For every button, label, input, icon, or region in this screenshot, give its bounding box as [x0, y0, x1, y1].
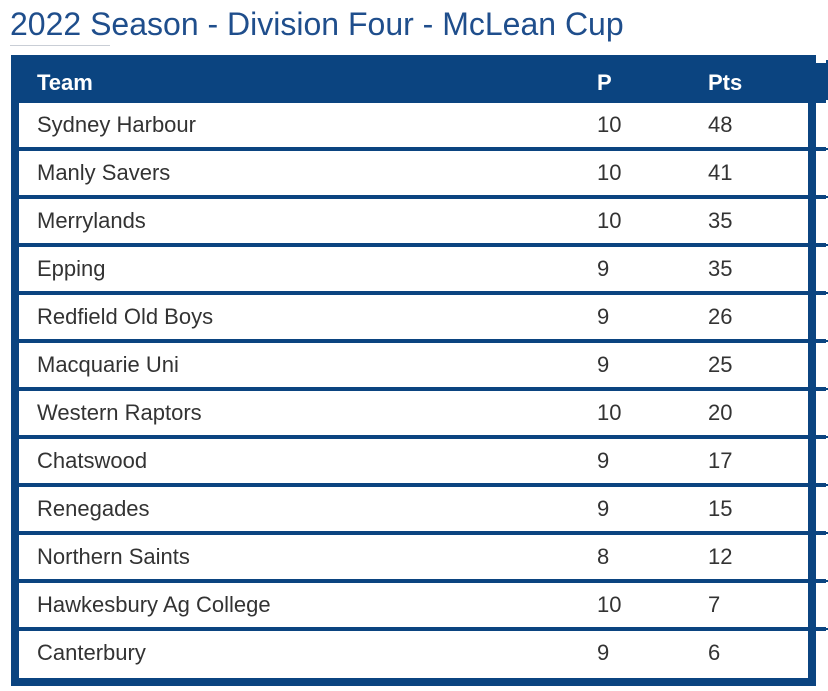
edge-marker [825, 244, 828, 246]
edge-marker [825, 532, 828, 534]
edge-marker [825, 148, 828, 150]
team-name-cell: Western Raptors [19, 387, 597, 437]
table-row: Hawkesbury Ag College 10 7 [19, 579, 826, 629]
team-name-cell: Sydney Harbour [37, 112, 196, 137]
points-cell: 15 [708, 483, 826, 533]
points-cell: 41 [708, 147, 826, 197]
played-cell: 9 [597, 339, 708, 389]
edge-marker [825, 628, 828, 630]
team-name-cell: Renegades [19, 483, 597, 533]
points-cell: 35 [708, 243, 826, 293]
team-name-cell: Redfield Old Boys [19, 291, 597, 341]
team-name-cell: Epping [19, 243, 597, 293]
played-cell: 8 [597, 531, 708, 581]
table-header-row: Team P Pts [19, 63, 826, 103]
table-row: Sydney Harbour 10 48 [19, 103, 826, 149]
played-cell: 9 [597, 243, 708, 293]
table-row: Merrylands 10 35 [19, 195, 826, 245]
standings-table: Team P Pts Sydney Harbour 10 48 Manly Sa… [19, 63, 826, 675]
played-cell: 9 [597, 483, 708, 533]
edge-marker [825, 196, 828, 198]
table-row: Macquarie Uni 9 25 [19, 339, 826, 389]
table-row: Northern Saints 8 12 [19, 531, 826, 581]
points-cell: 48 [708, 112, 733, 137]
edge-marker [825, 340, 828, 342]
table-row: Epping 9 35 [19, 243, 826, 293]
played-cell: 10 [597, 195, 708, 245]
team-name-cell: Merrylands [19, 195, 597, 245]
edge-marker [825, 484, 828, 486]
team-name-cell: Canterbury [19, 627, 597, 675]
team-name-cell: Manly Savers [19, 147, 597, 197]
title-underline [10, 45, 110, 46]
adjacent-panel-edge [826, 60, 828, 100]
points-cell: 25 [708, 339, 826, 389]
points-cell: 26 [708, 291, 826, 341]
edge-marker [825, 580, 828, 582]
played-cell: 10 [597, 579, 708, 629]
played-cell: 10 [597, 112, 622, 137]
team-name-cell: Hawkesbury Ag College [19, 579, 597, 629]
team-name-cell: Chatswood [19, 435, 597, 485]
played-cell: 9 [597, 291, 708, 341]
standings-table-frame: Team P Pts Sydney Harbour 10 48 Manly Sa… [11, 55, 826, 686]
points-cell: 12 [708, 531, 826, 581]
table-row: Redfield Old Boys 9 26 [19, 291, 826, 341]
team-name-cell: Northern Saints [19, 531, 597, 581]
edge-marker [825, 436, 828, 438]
edge-marker [825, 292, 828, 294]
played-cell: 9 [597, 435, 708, 485]
header-points[interactable]: Pts [708, 63, 826, 103]
points-cell: 17 [708, 435, 826, 485]
played-cell: 10 [597, 387, 708, 437]
points-cell: 7 [708, 579, 826, 629]
page-title: 2022 Season - Division Four - McLean Cup [10, 6, 624, 42]
points-cell: 35 [708, 195, 826, 245]
table-row: Canterbury 9 6 [19, 627, 826, 675]
table-row: Manly Savers 10 41 [19, 147, 826, 197]
edge-marker [825, 388, 828, 390]
table-row: Chatswood 9 17 [19, 435, 826, 485]
points-cell: 20 [708, 387, 826, 437]
table-row: Western Raptors 10 20 [19, 387, 826, 437]
header-team[interactable]: Team [19, 63, 597, 103]
header-played[interactable]: P [597, 63, 708, 103]
team-name-cell: Macquarie Uni [19, 339, 597, 389]
played-cell: 9 [597, 627, 708, 675]
points-cell: 6 [708, 627, 826, 675]
played-cell: 10 [597, 147, 708, 197]
table-row: Renegades 9 15 [19, 483, 826, 533]
